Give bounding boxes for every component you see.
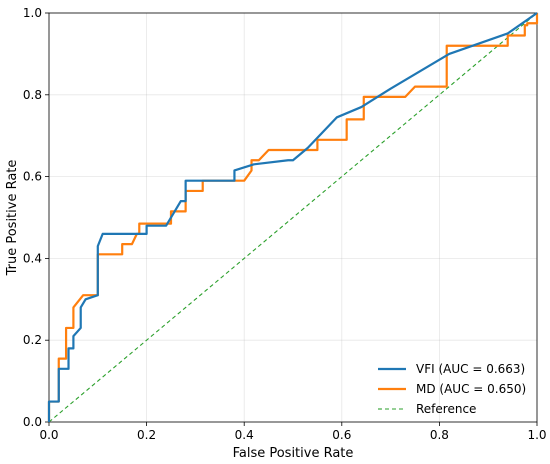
x-axis-label: False Positive Rate xyxy=(233,446,354,461)
series-line-reference xyxy=(48,12,538,423)
x-tick-label: 0.6 xyxy=(332,428,351,442)
y-tick-label: 0.8 xyxy=(23,88,42,102)
legend-label: Reference xyxy=(416,402,476,416)
series-lines xyxy=(47,12,539,423)
x-tick-label: 0.0 xyxy=(39,428,58,442)
x-tick-label: 0.8 xyxy=(430,428,449,442)
plot-frame xyxy=(48,12,538,423)
axes: 0.0 0.2 0.4 0.6 0.8 1.0 0.0 0.2 0.4 0.6 0.8 1.0 Fals… xyxy=(5,6,547,461)
legend-label: MD (AUC = 0.650) xyxy=(416,382,526,396)
legend: VFI (AUC = 0.663) MD (AUC = 0.650) Referen… xyxy=(378,362,526,416)
x-tick-label: 0.4 xyxy=(235,428,254,442)
y-tick-label: 0.2 xyxy=(23,333,42,347)
y-tick-label: 1.0 xyxy=(23,6,42,20)
y-tick-label: 0.6 xyxy=(23,170,42,184)
legend-label: VFI (AUC = 0.663) xyxy=(416,362,525,376)
series-line-vfi xyxy=(47,12,538,422)
y-axis-label: True Positive Rate xyxy=(5,160,20,277)
y-tick-label: 0.0 xyxy=(23,415,42,429)
x-tick-label: 1.0 xyxy=(527,428,546,442)
x-tick-label: 0.2 xyxy=(137,428,156,442)
y-tick-label: 0.4 xyxy=(23,251,42,265)
